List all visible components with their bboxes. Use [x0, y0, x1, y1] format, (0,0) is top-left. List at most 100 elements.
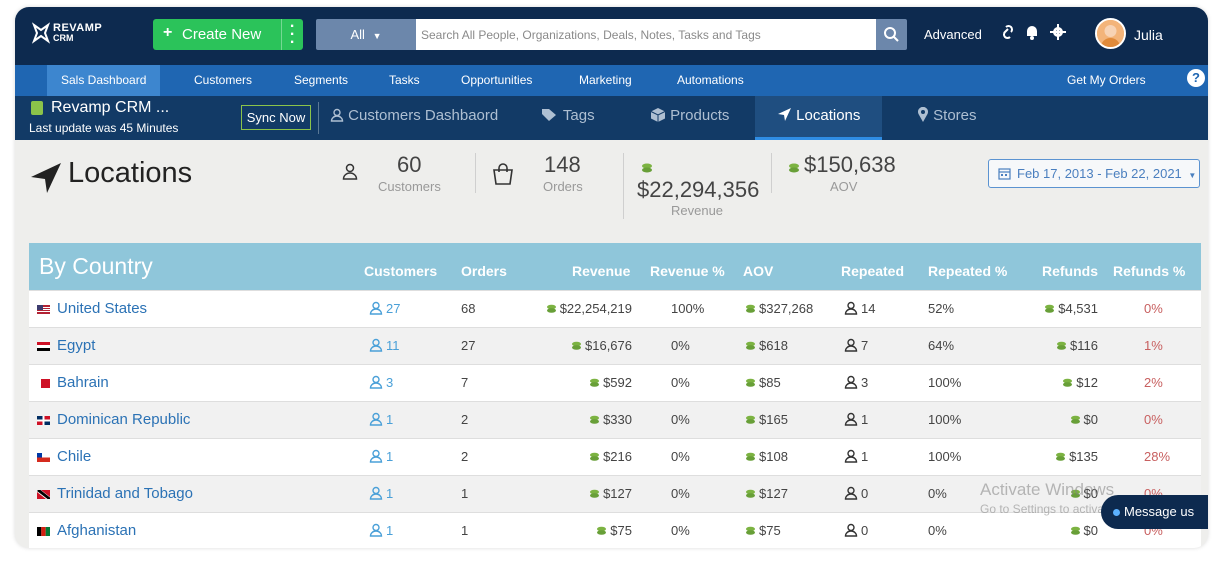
- user-icon: [844, 449, 858, 463]
- gear-icon[interactable]: [1049, 23, 1067, 41]
- repeated-percent: 64%: [928, 338, 955, 353]
- chat-status-icon: [1113, 509, 1120, 516]
- nav-item-sales-dashboard[interactable]: Sals Dashboard: [47, 65, 161, 96]
- table-row: Chile 1 2 $216 0% $108 1 100% $135 28%: [29, 438, 1201, 475]
- column-header-revenue-pct[interactable]: Revenue %: [650, 263, 725, 279]
- customers-count-link[interactable]: 3: [369, 375, 393, 390]
- nav-item-customers[interactable]: Customers: [194, 73, 253, 87]
- top-bar: REVAMP CRM + Create New ··· All ▼ Advanc…: [15, 7, 1208, 65]
- nav-item-automations[interactable]: Automations: [677, 73, 744, 87]
- tab-customers-dashboard[interactable]: Customers Dashbaord: [325, 96, 503, 140]
- advanced-search-link[interactable]: Advanced: [924, 27, 982, 42]
- column-header-repeated[interactable]: Repeated: [841, 263, 905, 279]
- link-icon[interactable]: [999, 23, 1017, 41]
- repeated-value: 7: [861, 338, 869, 353]
- user-name[interactable]: Julia: [1134, 27, 1163, 43]
- tab-products[interactable]: Products: [645, 96, 734, 140]
- repeated-percent: 52%: [928, 301, 955, 316]
- customers-count-link[interactable]: 1: [369, 449, 393, 464]
- customers-count-link[interactable]: 1: [369, 486, 393, 501]
- refunds-percent: 1%: [1144, 338, 1163, 353]
- nav-item-segments[interactable]: Segments: [294, 73, 349, 87]
- column-header-customers[interactable]: Customers: [364, 263, 438, 279]
- search-icon: [884, 27, 899, 42]
- store-title[interactable]: Revamp CRM ...: [51, 99, 170, 116]
- flag-cl-icon: [37, 453, 50, 462]
- tag-icon: [542, 109, 556, 121]
- message-us-button[interactable]: Message us: [1101, 495, 1208, 529]
- aov-value: $618: [745, 338, 788, 353]
- country-link[interactable]: Egypt: [57, 337, 96, 354]
- column-header-aov[interactable]: AOV: [743, 263, 774, 279]
- sync-now-button[interactable]: Sync Now: [241, 105, 311, 130]
- create-new-button[interactable]: + Create New · · ·: [153, 19, 303, 51]
- caret-down-icon: ▼: [372, 31, 382, 41]
- user-icon: [844, 338, 858, 352]
- column-header-repeated-pct[interactable]: Repeated %: [928, 263, 1008, 279]
- search-scope-select[interactable]: All ▼: [316, 19, 416, 50]
- help-icon[interactable]: ?: [1187, 69, 1205, 87]
- location-arrow-icon: [31, 163, 61, 193]
- date-range-picker[interactable]: Feb 17, 2013 - Feb 22, 2021 ▼: [988, 159, 1200, 188]
- tab-stores[interactable]: Stores: [912, 96, 982, 140]
- app-logo[interactable]: REVAMP CRM: [31, 20, 113, 50]
- country-link[interactable]: Chile: [57, 448, 92, 465]
- column-header-orders[interactable]: Orders: [461, 263, 507, 279]
- user-avatar[interactable]: [1095, 18, 1126, 49]
- user-icon: [369, 338, 383, 352]
- column-header-refunds-pct[interactable]: Refunds %: [1113, 263, 1186, 279]
- user-icon: [369, 375, 383, 389]
- customers-count-link[interactable]: 27: [369, 301, 400, 316]
- revenue-value: $127: [589, 486, 632, 501]
- global-search-input[interactable]: [416, 19, 876, 50]
- nav-item-get-my-orders[interactable]: Get My Orders: [1067, 73, 1146, 87]
- repeated-count: 1: [844, 412, 868, 427]
- aov-amount: $85: [759, 375, 781, 390]
- coins-icon: [746, 415, 755, 424]
- flag-tt-icon: [37, 490, 50, 499]
- nav-item-tasks[interactable]: Tasks: [389, 73, 420, 87]
- orders-count: 2: [461, 449, 469, 464]
- country-link[interactable]: Dominican Republic: [57, 411, 191, 428]
- customers-count-link[interactable]: 11: [369, 338, 400, 353]
- coins-icon: [590, 415, 600, 424]
- country-link[interactable]: Afghanistan: [57, 522, 137, 539]
- user-icon: [844, 375, 858, 389]
- coins-icon: [746, 304, 755, 313]
- search-scope-label: All: [350, 27, 365, 42]
- aov-stat-value: $150,638: [804, 152, 896, 177]
- repeated-value: 0: [861, 523, 869, 538]
- nav-item-marketing[interactable]: Marketing: [579, 73, 632, 87]
- tab-locations[interactable]: Locations: [755, 96, 882, 140]
- country-link[interactable]: Trinidad and Tobago: [57, 485, 193, 502]
- user-icon: [844, 523, 858, 537]
- user-icon: [369, 486, 383, 500]
- revenue-value: $330: [589, 412, 632, 427]
- repeated-percent: 0%: [928, 523, 947, 538]
- more-options-icon[interactable]: · · ·: [281, 19, 303, 51]
- revenue-percent: 0%: [671, 449, 690, 464]
- aov-amount: $108: [759, 449, 788, 464]
- customers-count-link[interactable]: 1: [369, 523, 393, 538]
- refunds-amount: $0: [1083, 523, 1098, 538]
- revenue-amount: $22,254,219: [559, 301, 632, 316]
- revenue-amount: $127: [603, 486, 632, 501]
- revenue-stat-label: Revenue: [671, 203, 724, 218]
- customers-count-link[interactable]: 1: [369, 412, 393, 427]
- column-header-revenue[interactable]: Revenue: [572, 263, 631, 279]
- nav-item-opportunities[interactable]: Opportunities: [461, 73, 533, 87]
- coins-icon: [1045, 304, 1055, 313]
- tab-tags[interactable]: Tags: [536, 96, 600, 140]
- country-link[interactable]: United States: [57, 300, 148, 317]
- bell-icon[interactable]: [1023, 23, 1041, 41]
- country-link[interactable]: Bahrain: [57, 374, 109, 391]
- refunds-value: $0: [1070, 523, 1098, 538]
- table-row: Dominican Republic 1 2 $330 0% $165 1 100% $0 0%: [29, 401, 1201, 438]
- search-button[interactable]: [876, 19, 907, 50]
- column-header-refunds[interactable]: Refunds: [1042, 263, 1098, 279]
- revenue-amount: $16,676: [585, 338, 632, 353]
- orders-count: 27: [461, 338, 476, 353]
- refunds-value: $4,531: [1044, 301, 1098, 316]
- coins-icon: [1057, 341, 1067, 350]
- tab-label: Locations: [796, 107, 861, 124]
